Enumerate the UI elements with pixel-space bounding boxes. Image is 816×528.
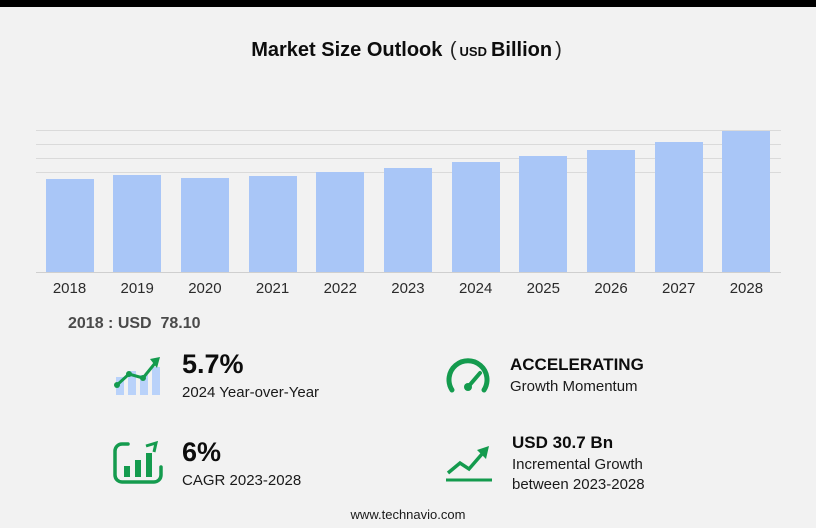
top-black-bar xyxy=(0,0,816,7)
bar-2023 xyxy=(383,168,432,272)
x-tick-label-2019: 2019 xyxy=(120,280,154,297)
x-tick-label-2021: 2021 xyxy=(255,280,290,297)
bar-2021 xyxy=(248,175,297,272)
yoy-growth-value: 5.7% xyxy=(182,349,244,379)
unit-open-paren: ( xyxy=(449,39,457,61)
cagr-chart-icon xyxy=(112,440,164,486)
x-tick-label-2027: 2027 xyxy=(662,280,696,297)
x-tick-label-2026: 2026 xyxy=(594,280,628,297)
speedometer-icon xyxy=(444,356,492,396)
yoy-growth-label: 2024 Year-over-Year xyxy=(182,384,320,402)
bar-2020 xyxy=(180,177,229,272)
bar-2024 xyxy=(451,162,500,272)
cagr-label: CAGR 2023-2028 xyxy=(182,471,302,489)
bar-2025 xyxy=(519,156,568,272)
chart-title: Market Size Outlook xyxy=(251,39,443,61)
bar-2027 xyxy=(654,142,703,272)
x-axis-labels: 2018 2019 2020 2021 2022 2023 2024 2025 2026 2027… xyxy=(36,280,781,297)
cagr-value: 6% xyxy=(182,436,222,467)
x-tick-label-2025: 2025 xyxy=(526,280,560,297)
stat-growth-momentum: ACCELERATING Growth Momentum xyxy=(444,349,776,403)
x-tick-label-2018: 2018 xyxy=(52,280,87,297)
bar-2022 xyxy=(316,172,365,272)
gridline xyxy=(35,158,781,159)
bar-2026 xyxy=(587,149,635,272)
x-tick-label-2023: 2023 xyxy=(391,280,425,297)
unit-close-paren: ) xyxy=(555,39,562,61)
incremental-growth-icon xyxy=(444,442,494,484)
website-watermark: www.technavio.com xyxy=(350,507,466,522)
bar-2028 xyxy=(722,131,771,272)
unit-word: Billion xyxy=(490,39,553,61)
plot-bars xyxy=(36,127,781,272)
stat-cagr: 6% CAGR 2023-2028 xyxy=(112,433,444,495)
base-year-value-note: 2018 : USD 78.10 xyxy=(68,315,201,332)
x-tick-label-2028: 2028 xyxy=(729,280,764,297)
x-tick-label-2024: 2024 xyxy=(458,280,493,297)
stats-section: 5.7% 2024 Year-over-Year ACCELERATING Gr… xyxy=(112,349,776,494)
incremental-growth-label: Incremental Growth between 2023-2028 xyxy=(512,456,645,493)
stat-incremental-growth: USD 30.7 Bn Incremental Growth between 2… xyxy=(444,433,776,495)
growth-momentum-value: ACCELERATING xyxy=(510,354,644,374)
incremental-growth-value: USD 30.7 Bn xyxy=(512,432,614,452)
bar-2018 xyxy=(45,178,94,272)
gridline xyxy=(35,130,781,131)
unit-currency: USD xyxy=(459,44,487,59)
stat-yoy-growth: 5.7% 2024 Year-over-Year xyxy=(112,349,444,403)
bar-chart: 2018 2019 2020 2021 2022 2023 2024 2025 2026 2027… xyxy=(35,127,781,297)
x-tick-label-2022: 2022 xyxy=(323,280,357,297)
page-title: Market Size Outlook (USD Billion) xyxy=(0,37,816,65)
x-tick-label-2020: 2020 xyxy=(188,280,222,297)
yoy-bar-growth-icon xyxy=(112,353,164,399)
bar-2019 xyxy=(113,175,162,272)
gridline xyxy=(35,144,781,145)
growth-momentum-label: Growth Momentum xyxy=(510,378,638,396)
plot-area xyxy=(35,127,781,273)
